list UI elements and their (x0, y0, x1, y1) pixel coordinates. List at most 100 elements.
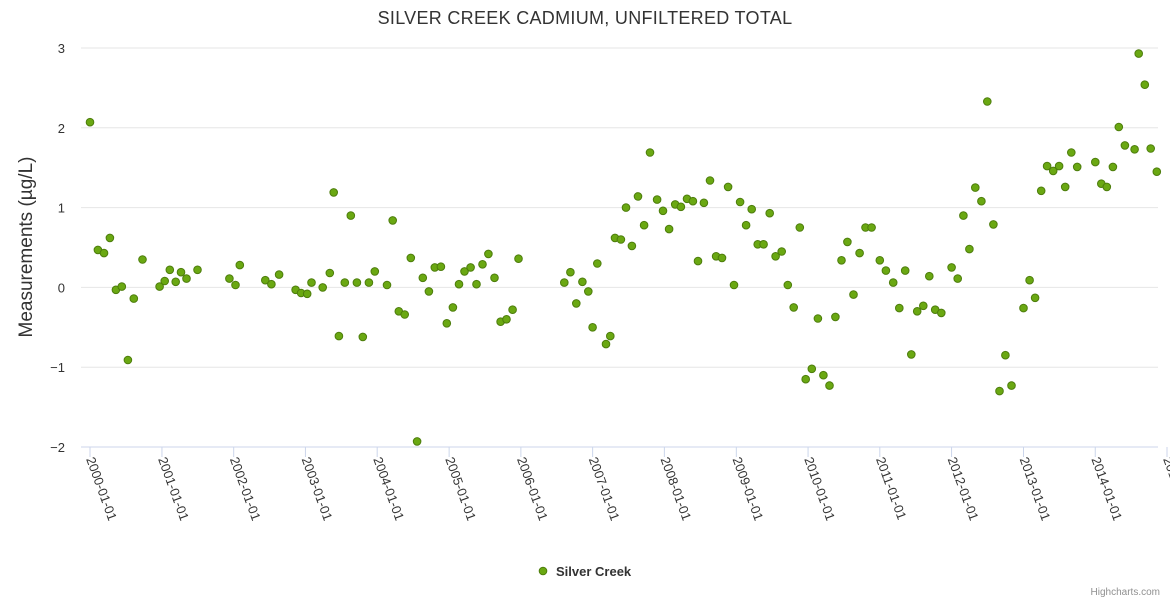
data-point[interactable] (572, 299, 581, 308)
data-point[interactable] (729, 280, 739, 290)
data-point[interactable] (454, 279, 464, 289)
data-point[interactable] (875, 256, 885, 265)
data-point[interactable] (466, 263, 475, 272)
data-point[interactable] (717, 253, 727, 263)
data-point[interactable] (1067, 148, 1076, 157)
data-point[interactable] (759, 240, 768, 249)
data-point[interactable] (460, 267, 469, 276)
data-point[interactable] (1072, 162, 1082, 172)
data-point[interactable] (912, 307, 922, 316)
data-point[interactable] (843, 237, 852, 247)
data-point[interactable] (490, 273, 499, 283)
data-point[interactable] (1001, 350, 1010, 360)
data-point[interactable] (388, 216, 398, 225)
data-point[interactable] (352, 278, 362, 287)
data-point[interactable] (616, 235, 626, 244)
data-point[interactable] (1042, 161, 1052, 171)
data-point[interactable] (895, 303, 904, 313)
data-point[interactable] (261, 275, 270, 285)
data-point[interactable] (99, 248, 109, 258)
data-point[interactable] (334, 331, 344, 341)
data-point[interactable] (658, 206, 668, 216)
data-point[interactable] (165, 265, 175, 275)
data-point[interactable] (825, 381, 834, 390)
data-point[interactable] (741, 220, 751, 230)
data-point[interactable] (989, 220, 998, 229)
data-point[interactable] (235, 260, 245, 270)
data-point[interactable] (849, 290, 858, 299)
data-point[interactable] (400, 310, 410, 319)
data-point[interactable] (1025, 275, 1034, 285)
data-point[interactable] (274, 270, 284, 279)
data-point[interactable] (813, 314, 823, 323)
data-point[interactable] (1146, 144, 1155, 153)
data-point[interactable] (633, 192, 643, 201)
data-point[interactable] (382, 280, 392, 290)
data-point[interactable] (406, 253, 416, 263)
data-point[interactable] (606, 331, 615, 341)
data-point[interactable] (1114, 122, 1124, 132)
data-point[interactable] (472, 279, 481, 289)
data-point[interactable] (560, 278, 569, 287)
data-point[interactable] (436, 262, 446, 272)
data-point[interactable] (193, 265, 202, 275)
data-point[interactable] (977, 196, 986, 206)
data-point[interactable] (155, 282, 164, 291)
data-point[interactable] (777, 247, 787, 256)
data-point[interactable] (129, 294, 139, 303)
data-point[interactable] (867, 223, 876, 232)
data-point[interactable] (831, 312, 840, 322)
data-point[interactable] (937, 308, 946, 318)
data-point[interactable] (947, 263, 956, 272)
data-point[interactable] (138, 255, 147, 264)
data-point[interactable] (735, 197, 745, 207)
data-point[interactable] (601, 339, 611, 349)
data-point[interactable] (1102, 182, 1112, 192)
data-point[interactable] (965, 244, 974, 254)
data-point[interactable] (1054, 161, 1064, 171)
data-point[interactable] (340, 278, 350, 287)
data-point[interactable] (705, 176, 715, 185)
data-point[interactable] (325, 268, 335, 278)
data-point[interactable] (1120, 141, 1130, 150)
data-point[interactable] (478, 260, 487, 269)
data-point[interactable] (907, 350, 916, 359)
data-point[interactable] (953, 274, 963, 283)
data-point[interactable] (995, 386, 1004, 396)
data-point[interactable] (117, 282, 127, 291)
data-point[interactable] (412, 437, 422, 446)
data-point[interactable] (771, 251, 780, 261)
data-point[interactable] (502, 315, 511, 324)
data-point[interactable] (307, 278, 316, 287)
data-point[interactable] (1036, 186, 1046, 196)
data-point[interactable] (370, 267, 380, 276)
data-point[interactable] (983, 97, 992, 106)
data-point[interactable] (364, 278, 374, 287)
data-point[interactable] (1134, 49, 1143, 58)
data-point[interactable] (1140, 80, 1150, 89)
data-point[interactable] (676, 202, 686, 212)
data-point[interactable] (645, 148, 655, 157)
data-point[interactable] (318, 283, 328, 292)
data-point[interactable] (1030, 293, 1040, 303)
data-point[interactable] (105, 233, 115, 243)
data-point[interactable] (627, 241, 637, 251)
data-point[interactable] (593, 259, 602, 268)
data-point[interactable] (302, 289, 312, 299)
data-point[interactable] (639, 220, 649, 230)
data-point[interactable] (652, 195, 662, 204)
data-point[interactable] (747, 204, 757, 214)
data-point[interactable] (176, 267, 186, 277)
data-point[interactable] (699, 198, 709, 208)
data-point[interactable] (664, 224, 674, 234)
data-point[interactable] (1019, 303, 1028, 313)
legend-item-silver-creek[interactable]: Silver Creek (538, 564, 632, 579)
data-point[interactable] (424, 287, 434, 296)
data-point[interactable] (418, 273, 428, 283)
data-point[interactable] (693, 256, 703, 266)
data-point[interactable] (584, 287, 593, 296)
data-point[interactable] (888, 278, 898, 287)
data-point[interactable] (123, 355, 133, 365)
data-point[interactable] (1048, 166, 1058, 176)
data-point[interactable] (514, 254, 523, 264)
